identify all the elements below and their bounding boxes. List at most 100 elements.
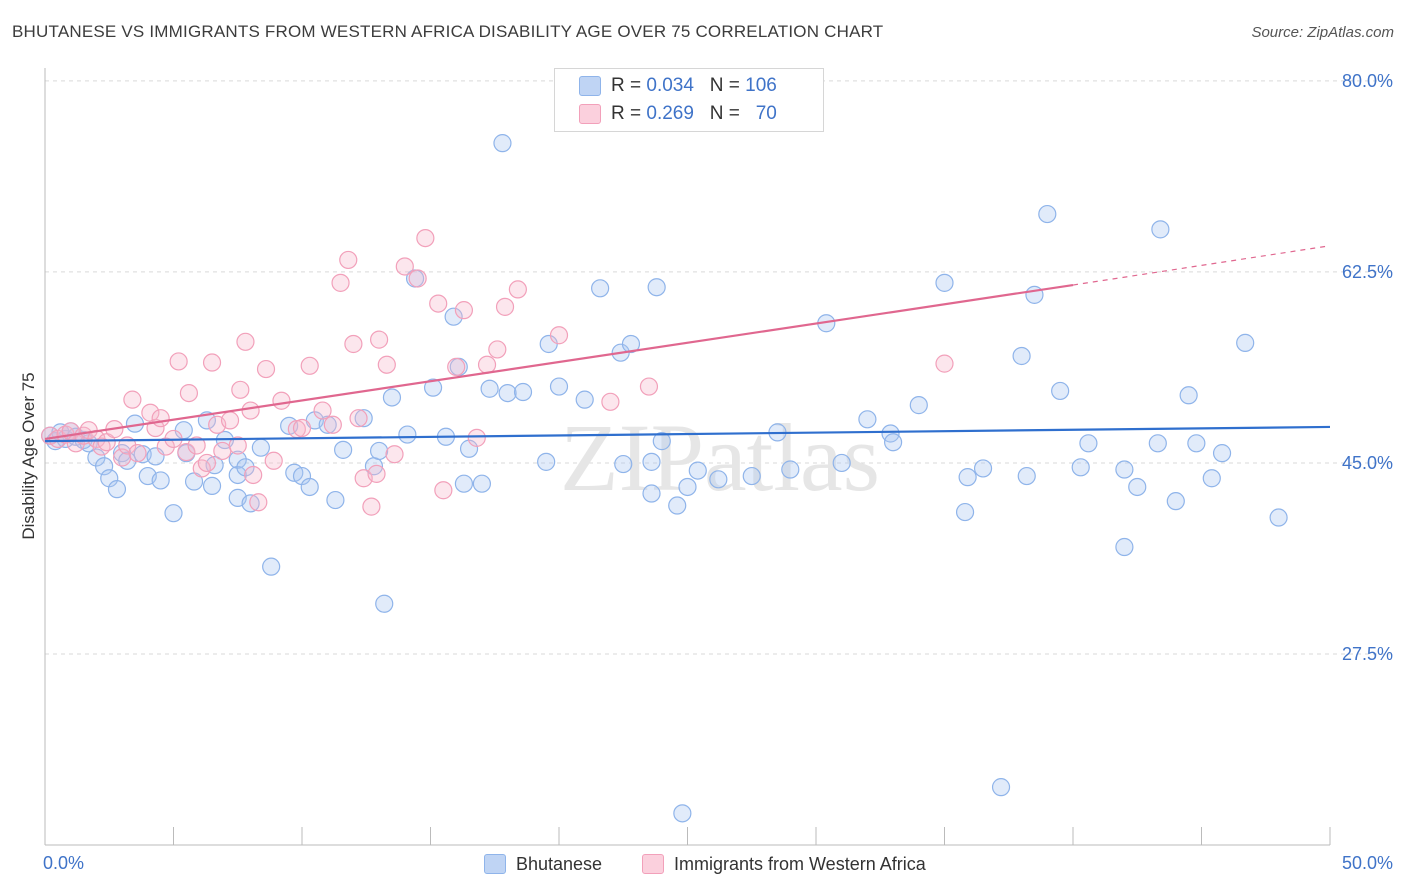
immigrants-point [187, 436, 206, 455]
grid-lines [45, 80, 1392, 655]
watermark: ZIPatlas [560, 404, 880, 511]
bhutanese-point [1012, 346, 1031, 366]
immigrants-point [495, 297, 515, 316]
r-label: R = [611, 103, 642, 124]
immigrants-point [292, 418, 312, 438]
immigrants-point [151, 409, 170, 428]
immigrants-point [177, 442, 196, 462]
immigrants-point [220, 411, 240, 430]
bhutanese-point [742, 466, 761, 486]
r-value: 0.034 [646, 75, 694, 96]
bhutanese-point [1236, 333, 1255, 352]
bhutanese-point [668, 496, 687, 515]
bhutanese-point [1202, 469, 1221, 488]
bhutanese-point [118, 451, 137, 470]
legend-label: Immigrants from Western Africa [674, 853, 926, 874]
immigrants-point [429, 294, 448, 313]
bhutanese-point [591, 279, 610, 298]
immigrants-point [192, 459, 211, 478]
bhutanese-point [1017, 466, 1036, 486]
bhutanese-point [832, 453, 851, 473]
immigrants-point [467, 428, 486, 447]
bhutanese-point [1179, 386, 1198, 405]
n-value: 70 [755, 103, 777, 124]
x-tick-label: 0.0% [43, 853, 84, 873]
bhutanese-point [262, 557, 281, 576]
source-label: Source: ZipAtlas.com [1251, 24, 1394, 41]
bhutanese-point [1115, 537, 1134, 557]
bhutanese-point [398, 425, 417, 444]
bhutanese-point [688, 461, 707, 480]
y-tick-label: 80.0% [1342, 71, 1393, 91]
bhutanese-point [251, 438, 270, 457]
immigrants-trend-extension [1072, 245, 1331, 286]
bhutanese-point [493, 134, 512, 153]
bhutanese-point [1051, 381, 1070, 401]
immigrants-point [323, 415, 342, 434]
x-tick-label: 50.0% [1342, 853, 1393, 873]
bhutanese-point [354, 409, 373, 428]
immigrants-swatch [579, 104, 601, 124]
immigrants-point [639, 377, 659, 396]
immigrants-point [362, 497, 381, 516]
bhutanese-point [444, 307, 463, 326]
immigrants-point [264, 451, 283, 470]
immigrants-point [213, 441, 232, 461]
bhutanese-point [498, 383, 517, 403]
bhutanese-swatch [579, 76, 601, 96]
chart-title: BHUTANESE VS IMMIGRANTS FROM WESTERN AFR… [12, 22, 884, 41]
bhutanese-point [614, 454, 633, 474]
legend-row-bhutanese: R = 0.034 N = 106 [579, 74, 777, 98]
bhutanese-point [1187, 434, 1206, 453]
immigrants-point [549, 326, 569, 345]
bhutanese-point [513, 382, 533, 402]
bhutanese-point [370, 441, 389, 461]
bhutanese-point [973, 459, 993, 478]
bhutanese-point [1115, 460, 1134, 479]
immigrants-point [241, 401, 260, 420]
bhutanese-point [958, 468, 977, 487]
x-tick-labels: 0.0% 50.0% [43, 853, 1393, 873]
bhutanese-point [228, 465, 247, 485]
bhutanese-point [326, 490, 345, 510]
immigrants-point [447, 357, 466, 377]
n-label: N = [709, 75, 740, 96]
bhutanese-point [228, 450, 247, 469]
immigrants-point [385, 445, 404, 464]
bhutanese-point [647, 278, 666, 297]
immigrants-point [123, 390, 142, 409]
bhutanese-point [1269, 508, 1288, 527]
bhutanese-point [1212, 444, 1232, 463]
bhutanese-point [642, 484, 661, 503]
legend-row-immigrants: R = 0.269 N = 70 [579, 102, 777, 126]
bhutanese-point [1071, 458, 1090, 477]
bhutanese-point [537, 452, 556, 471]
legend-item-bhutanese: Bhutanese [484, 851, 602, 877]
bhutanese-point [1151, 220, 1170, 239]
bhutanese-point [375, 594, 394, 613]
immigrants-point [395, 257, 414, 276]
immigrants-point [488, 340, 507, 359]
bhutanese-point [236, 458, 255, 477]
stats-legend: R = 0.034 N = 106 R = 0.269 N = 70 [554, 68, 824, 132]
immigrants-legend-swatch [642, 854, 664, 874]
bhutanese-point [1148, 434, 1167, 453]
bhutanese-point [107, 480, 127, 499]
r-label: R = [611, 75, 642, 96]
immigrants-point [477, 355, 497, 374]
bhutanese-point [858, 410, 877, 429]
bhutanese-point [781, 460, 800, 479]
bhutanese-point [909, 396, 928, 415]
immigrants-point [416, 228, 435, 248]
bhutanese-point [1166, 492, 1185, 511]
bhutanese-point [300, 477, 319, 497]
immigrants-trend-line [44, 283, 1074, 441]
bhutanese-point [642, 452, 661, 471]
bhutanese-point [621, 334, 641, 354]
bhutanese-point [1128, 477, 1147, 497]
bhutanese-trend-line [44, 425, 1331, 443]
bhutanese-point [575, 390, 594, 409]
legend-label: Bhutanese [516, 853, 603, 874]
y-axis-label: Disability Age Over 75 [19, 372, 38, 539]
r-value: 0.269 [646, 103, 694, 124]
